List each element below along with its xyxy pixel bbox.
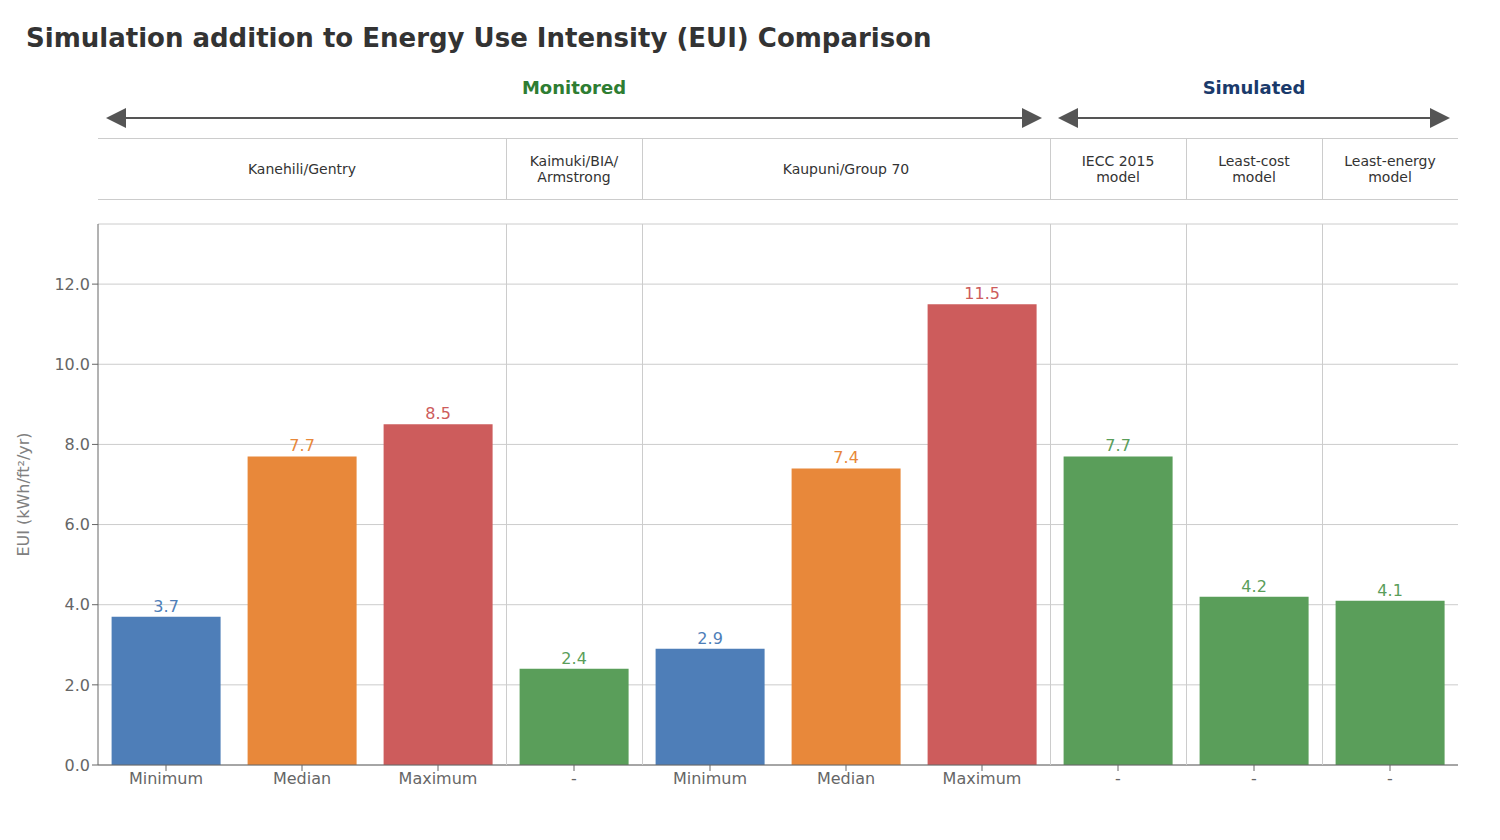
svg-text:-: - (1387, 769, 1393, 788)
svg-text:Median: Median (817, 769, 875, 788)
svg-text:-: - (1251, 769, 1257, 788)
svg-text:10.0: 10.0 (54, 355, 90, 374)
svg-text:Simulated: Simulated (1203, 77, 1306, 98)
svg-text:7.7: 7.7 (1105, 436, 1130, 455)
svg-text:Median: Median (273, 769, 331, 788)
svg-text:8.5: 8.5 (425, 404, 450, 423)
svg-text:Maximum: Maximum (399, 769, 478, 788)
html-text:IECC 2015 model: IECC 2015 model (1081, 153, 1155, 185)
svg-text:Monitored: Monitored (522, 77, 626, 98)
html-text:Least-energy model: Least-energy model (1344, 153, 1436, 185)
svg-text:Maximum: Maximum (943, 769, 1022, 788)
html-text:Simulation addition to Energy: Simulation addition to Energy Use Intens… (26, 23, 932, 53)
svg-text:2.4: 2.4 (561, 649, 586, 668)
svg-text:4.2: 4.2 (1241, 577, 1266, 596)
svg-text:-: - (571, 769, 577, 788)
svg-text:12.0: 12.0 (54, 275, 90, 294)
svg-text:7.7: 7.7 (289, 436, 314, 455)
svg-text:0.0: 0.0 (65, 756, 90, 775)
svg-text:7.4: 7.4 (833, 448, 858, 467)
svg-text:6.0: 6.0 (65, 515, 90, 534)
svg-text:4.1: 4.1 (1377, 581, 1402, 600)
svg-text:Minimum: Minimum (673, 769, 747, 788)
svg-text:11.5: 11.5 (964, 284, 1000, 303)
html-text:Least-cost model: Least-cost model (1218, 153, 1290, 185)
svg-text:2.9: 2.9 (697, 629, 722, 648)
svg-text:Minimum: Minimum (129, 769, 203, 788)
svg-text:EUI (kWh/ft²/yr): EUI (kWh/ft²/yr) (14, 432, 33, 556)
html-text:Kanehili/Gentry: Kanehili/Gentry (247, 161, 357, 177)
svg-text:4.0: 4.0 (65, 595, 90, 614)
svg-text:8.0: 8.0 (65, 435, 90, 454)
html-text:Kaimuki/BIA/ Armstrong: Kaimuki/BIA/ Armstrong (529, 153, 619, 185)
html-text:Kaupuni/Group 70: Kaupuni/Group 70 (782, 161, 910, 177)
svg-text:2.0: 2.0 (65, 676, 90, 695)
svg-text:3.7: 3.7 (153, 597, 178, 616)
svg-text:-: - (1115, 769, 1121, 788)
